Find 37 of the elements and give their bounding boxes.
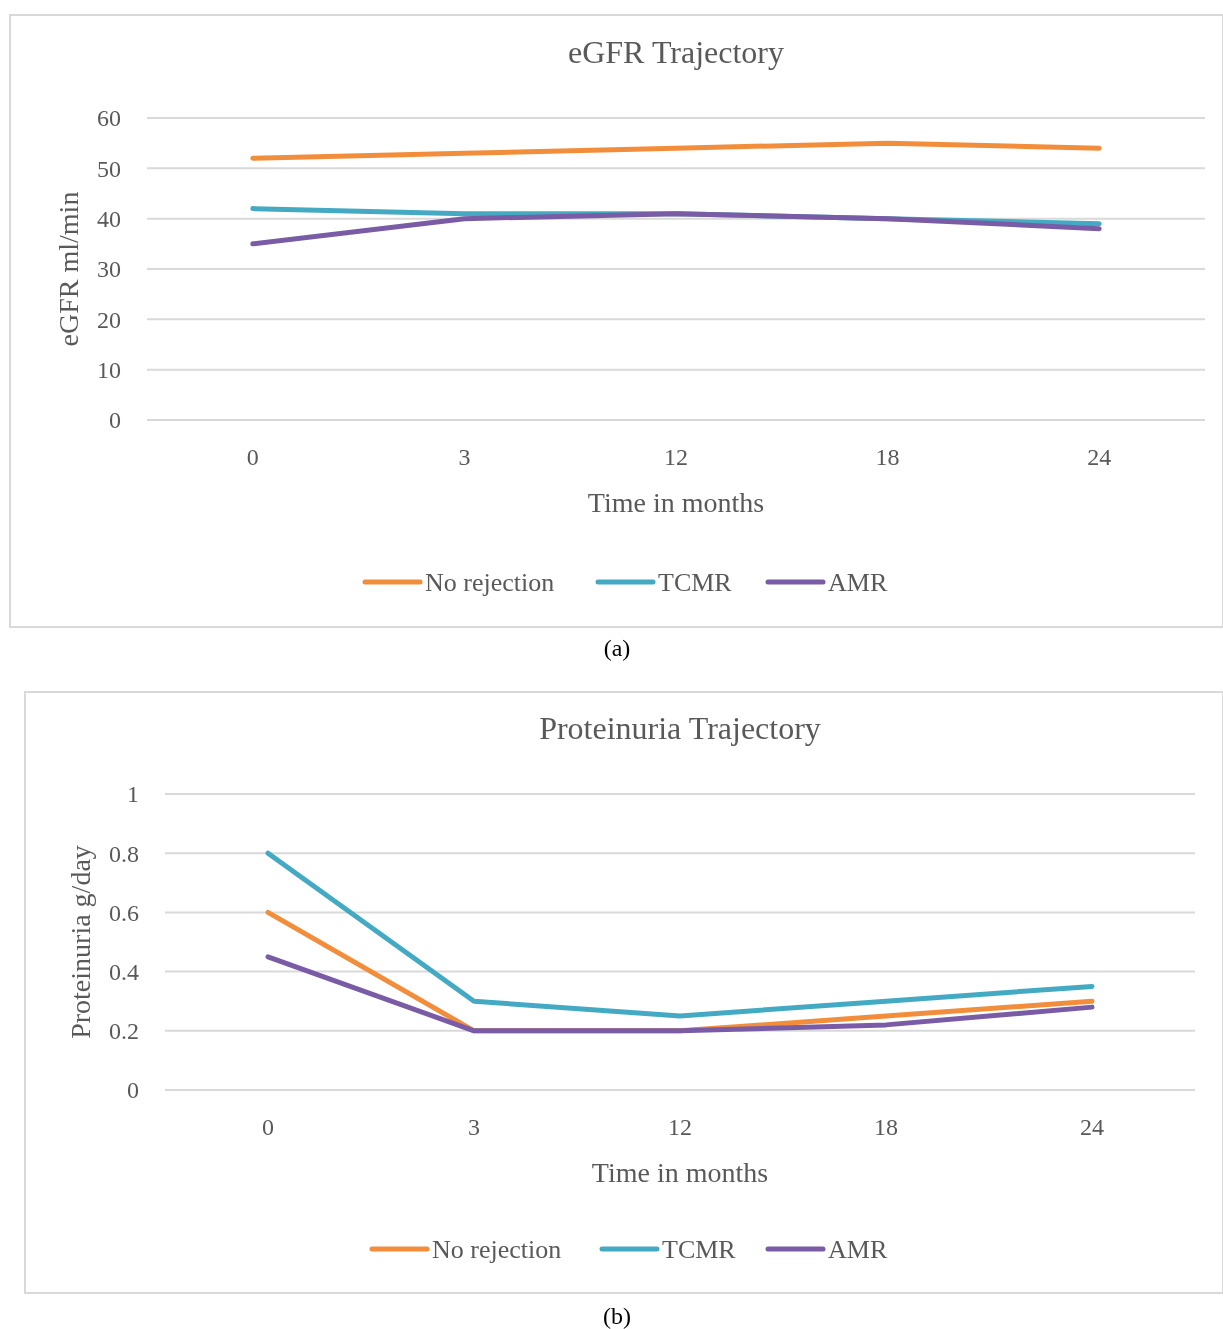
- y-tick-label: 30: [97, 256, 121, 283]
- y-tick-label: 0.4: [109, 959, 139, 985]
- y-tick-label: 60: [97, 105, 121, 132]
- x-axis-title: Time in months: [591, 1156, 769, 1188]
- text: (a): [603, 635, 631, 662]
- x-tick-label: 24: [1080, 1114, 1104, 1140]
- x-tick-label: 18: [874, 1114, 898, 1140]
- legend-label: No rejection: [432, 1235, 562, 1265]
- y-tick-label: 20: [97, 306, 121, 333]
- x-tick-label: 18: [875, 444, 900, 470]
- y-tick-label: 40: [97, 206, 121, 233]
- x-tick-label: 12: [668, 1114, 692, 1140]
- y-tick-label: 0.8: [109, 840, 139, 867]
- x-tick-label: 24: [1087, 444, 1112, 470]
- legend-label: No rejection: [425, 568, 555, 598]
- x-tick-label: 0: [246, 444, 259, 470]
- y-tick-label: 50: [97, 155, 121, 182]
- y-axis-title: Proteinuria g/day: [64, 845, 96, 1039]
- x-tick-label: 12: [664, 444, 688, 470]
- legend-label: AMR: [828, 568, 888, 598]
- legend-label: TCMR: [658, 568, 733, 598]
- x-axis-title: Time in months: [587, 486, 765, 518]
- y-axis-title: eGFR ml/min: [52, 191, 84, 347]
- y-tick-label: 0: [109, 407, 121, 434]
- y-tick-label: 1: [127, 781, 139, 808]
- x-tick-label: 0: [262, 1114, 274, 1140]
- chart-title: eGFR Trajectory: [568, 34, 784, 70]
- legend-label: AMR: [828, 1235, 888, 1265]
- text: (b): [603, 1303, 631, 1329]
- y-tick-label: 0.2: [109, 1018, 139, 1045]
- x-tick-label: 3: [458, 444, 471, 470]
- legend-label: TCMR: [662, 1235, 737, 1265]
- y-tick-label: 10: [97, 357, 121, 384]
- y-tick-label: 0.6: [109, 899, 139, 926]
- chart-title: Proteinuria Trajectory: [539, 710, 821, 746]
- y-tick-label: 0: [127, 1077, 139, 1104]
- x-tick-label: 3: [468, 1114, 480, 1140]
